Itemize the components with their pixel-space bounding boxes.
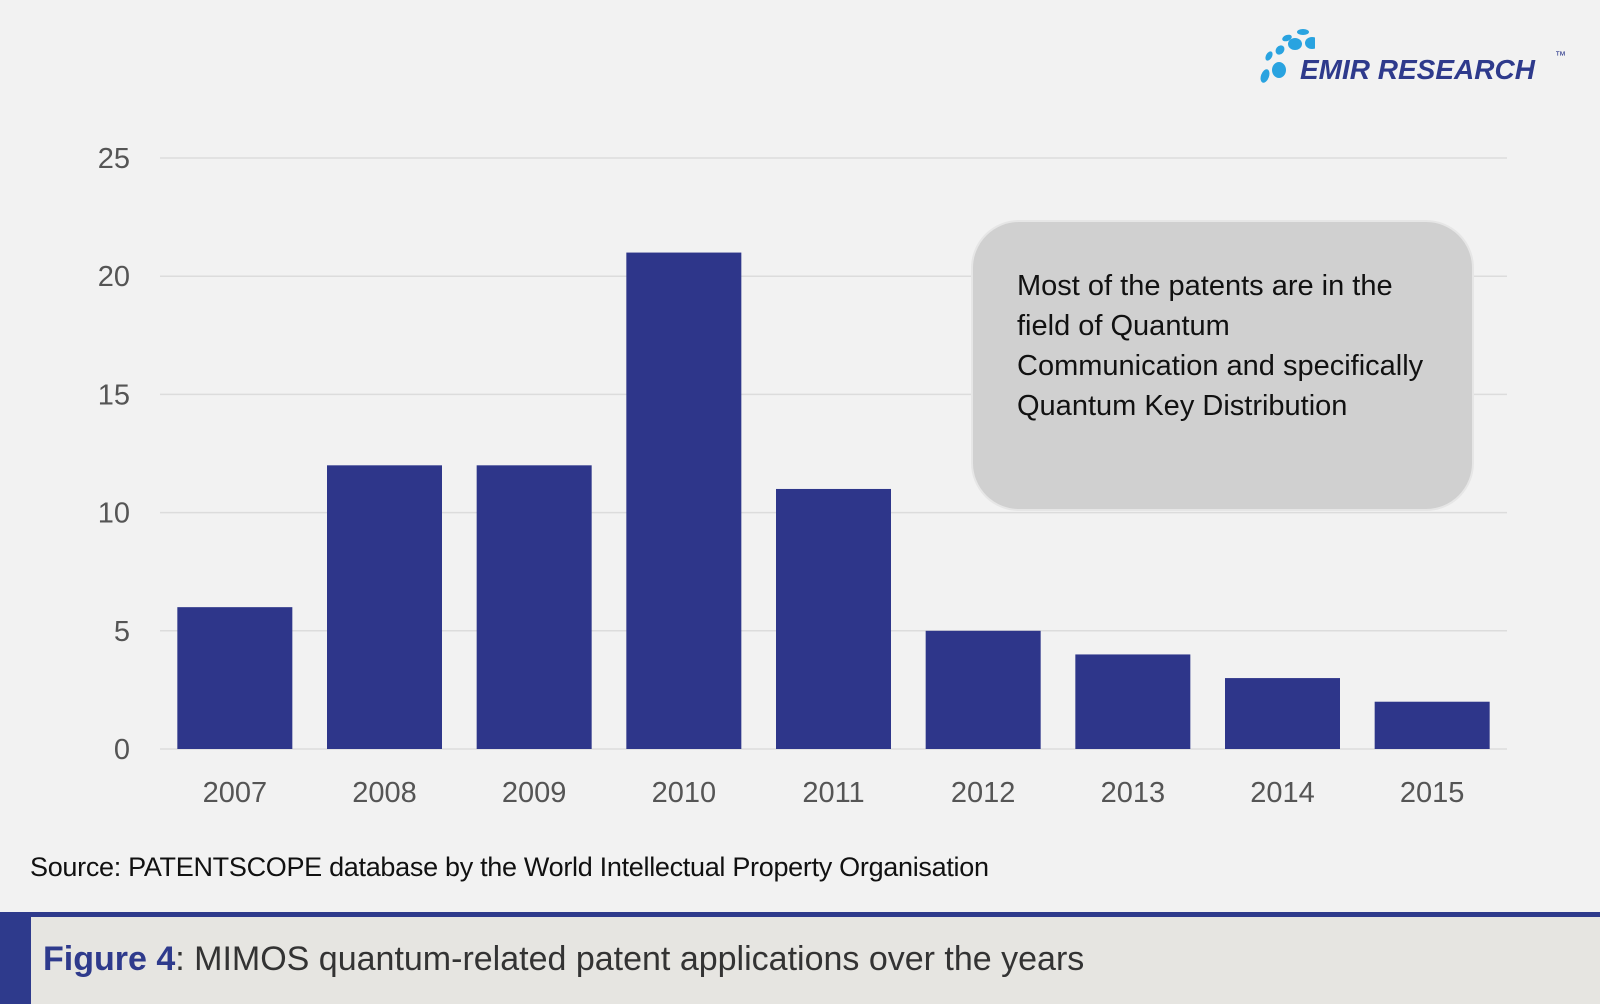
caption-accent-bar [0,912,31,1004]
figure-caption: Figure 4: MIMOS quantum-related patent a… [43,940,1084,979]
bar-2007 [177,607,293,749]
x-tick-label: 2009 [502,777,567,809]
bar-2012 [925,630,1041,749]
bar-2010 [626,252,742,749]
bar-2013 [1075,654,1191,749]
bar-2008 [327,465,442,749]
logo-dots-icon [1260,29,1319,83]
x-tick-label: 2010 [652,777,717,809]
logo-text: EMIR RESEARCH [1300,54,1535,85]
annotation-box: Most of the patents are in the field of … [971,220,1474,511]
y-tick-label: 15 [98,379,130,411]
y-tick-label: 5 [114,616,130,648]
caption-band [0,912,1600,1004]
figure-label: Figure 4 [43,940,176,978]
y-tick-label: 20 [98,261,130,293]
x-tick-label: 2011 [802,777,864,809]
bar-2011 [776,488,891,749]
x-tick-label: 2012 [951,777,1016,809]
y-tick-label: 10 [98,498,130,530]
caption-text: MIMOS quantum-related patent application… [184,940,1085,978]
bar-2009 [476,465,592,749]
x-tick-label: 2015 [1400,777,1465,809]
bar-chart: 0 5 10 15 20 25 2007 2008 2009 2010 2011 2012 2013 20… [98,143,1507,809]
source-note: Source: PATENTSCOPE database by the Worl… [30,852,989,882]
x-tick-label: 2007 [203,777,268,809]
x-tick-label: 2008 [352,777,417,809]
x-tick-label: 2014 [1250,777,1315,809]
bar-2014 [1225,678,1340,749]
y-tick-label: 25 [98,143,130,175]
trademark: ™ [1555,50,1566,62]
bar-2015 [1374,701,1490,749]
x-tick-label: 2013 [1101,777,1166,809]
caption-separator: : [175,940,185,978]
y-tick-label: 0 [114,734,130,766]
emir-research-logo: EMIR RESEARCH ™ [1255,24,1575,94]
